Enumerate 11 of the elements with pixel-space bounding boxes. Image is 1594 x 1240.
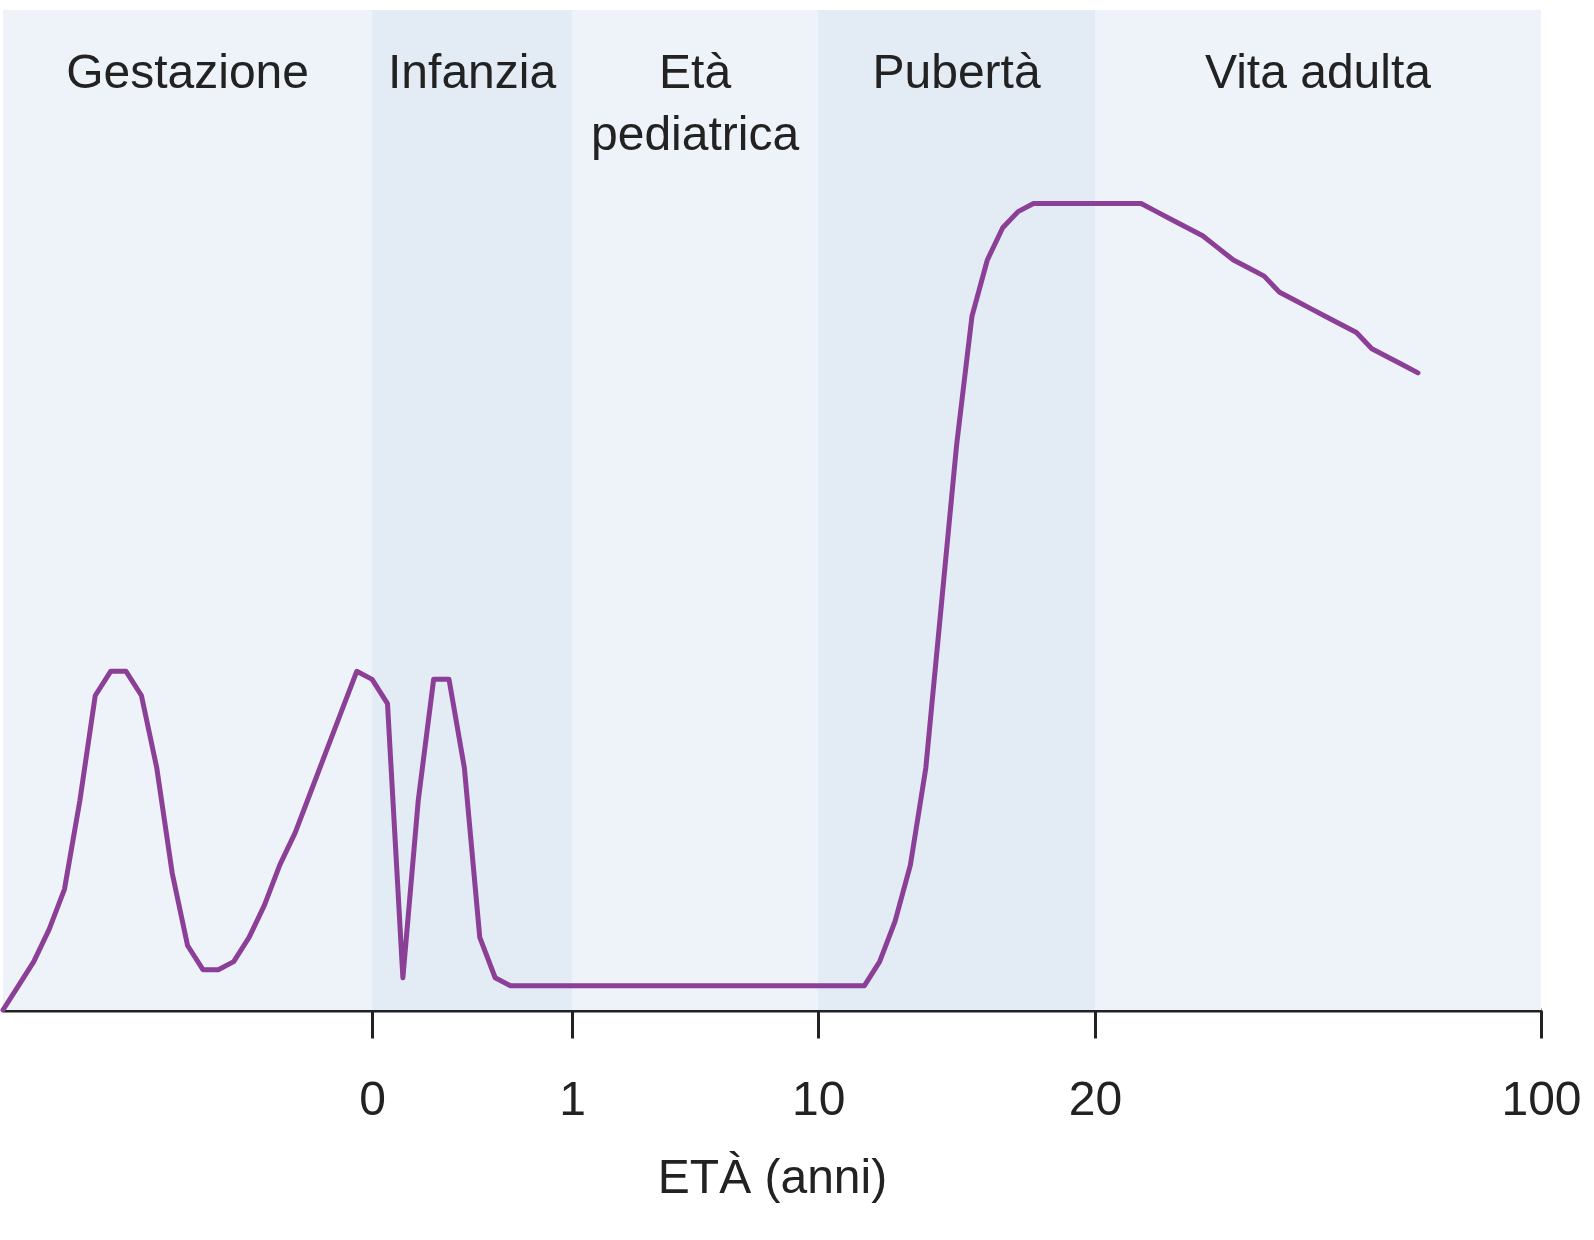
x-tick-label: 1	[559, 1071, 586, 1125]
x-axis-title: ETÀ (anni)	[657, 1149, 888, 1203]
x-tick-label: 0	[359, 1071, 386, 1125]
text: Gestazione	[66, 45, 309, 98]
x-tick-label: 100	[1501, 1071, 1582, 1125]
x-tick-label: 20	[1068, 1071, 1123, 1125]
text: Vita adulta	[1205, 45, 1432, 98]
band-label: Pubertà	[872, 45, 1041, 98]
x-tick-label: 10	[791, 1071, 846, 1125]
text: Età pediatrica	[591, 45, 800, 160]
band-label: Infanzia	[388, 45, 557, 98]
